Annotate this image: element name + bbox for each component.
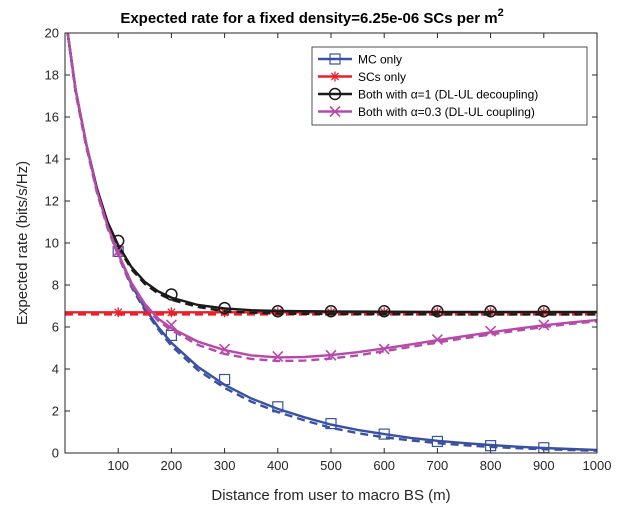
series-marker: [377, 305, 391, 318]
legend-label: Both with α=1 (DL-UL decoupling): [358, 88, 538, 102]
series-marker: [325, 349, 337, 361]
legend-label: Both with α=0.3 (DL-UL coupling): [358, 105, 535, 119]
x-tick-label: 300: [214, 458, 236, 473]
y-tick-label: 6: [52, 320, 59, 335]
x-axis-label: Distance from user to macro BS (m): [211, 487, 450, 504]
chart-title-text: Expected rate for a fixed density=6.25e-…: [120, 10, 497, 27]
series-marker: [219, 343, 231, 355]
x-tick-label: 900: [533, 458, 555, 473]
legend-entry: SCs only: [318, 70, 406, 84]
legend-marker: [329, 53, 341, 65]
series-3: [66, 33, 597, 363]
legend-label: MC only: [358, 53, 402, 67]
legend: MC only SCs only Both with α=1 (DL-UL deco…: [311, 46, 588, 126]
series-marker: [538, 319, 550, 331]
series-marker: [485, 325, 497, 337]
y-tick-label: 10: [45, 236, 59, 251]
series-marker: [378, 428, 390, 440]
chart-title-group: Expected rate for a fixed density=6.25e-…: [120, 7, 503, 27]
series-marker: [324, 305, 338, 318]
series-marker: [325, 418, 337, 430]
series-layer: [65, 33, 597, 453]
series-solid-line: [66, 33, 597, 359]
series-marker: [485, 440, 497, 452]
x-tick-label: 200: [161, 458, 183, 473]
series-marker: [271, 305, 285, 318]
series-marker: [378, 343, 390, 355]
series-marker: [272, 401, 284, 413]
y-axis-label: Expected rate (bits/s/Hz): [14, 161, 31, 325]
legend-entry: Both with α=0.3 (DL-UL coupling): [318, 105, 535, 119]
series-marker: [484, 305, 497, 318]
legend-entry: Both with α=1 (DL-UL decoupling): [318, 88, 538, 102]
series-marker: [219, 373, 231, 386]
series-marker: [272, 350, 284, 362]
y-tick-label: 20: [45, 26, 59, 41]
x-tick-label: 800: [480, 458, 502, 473]
x-tick-label: 100: [107, 458, 129, 473]
series-marker: [112, 245, 124, 257]
series-marker: [165, 319, 177, 331]
y-tick-label: 18: [45, 68, 59, 83]
series-marker: [165, 288, 178, 301]
legend-label: SCs only: [358, 70, 406, 84]
plot-frame: [64, 32, 598, 454]
y-tick-label: 12: [45, 194, 59, 209]
series-marker: [165, 329, 177, 341]
series-marker: [218, 301, 231, 315]
y-tick-label: 16: [45, 110, 59, 125]
legend-entry: MC only: [318, 53, 402, 67]
y-tick-label: 4: [52, 362, 59, 377]
legend-marker: [328, 87, 342, 101]
y-tick-label: 8: [52, 278, 59, 293]
chart-title-superscript: 2: [498, 7, 504, 19]
x-tick-label: 400: [267, 458, 289, 473]
legend-marker: [330, 71, 340, 82]
y-tick-label: 14: [45, 152, 59, 167]
series-marker: [431, 435, 443, 448]
legend-box: [311, 46, 588, 126]
series-marker: [431, 334, 443, 346]
y-tick-label: 2: [52, 404, 59, 419]
series-marker: [166, 307, 177, 318]
series-marker: [431, 305, 444, 318]
series-marker: [113, 307, 124, 318]
x-tick-label: 1000: [583, 458, 612, 473]
x-tick-label: 500: [320, 458, 342, 473]
series-marker: [537, 305, 551, 318]
y-tick-label: 0: [52, 446, 59, 461]
x-tick-label: 600: [373, 458, 395, 473]
chart-title: Expected rate for a fixed density=6.25e-…: [120, 7, 503, 27]
axes: 100 200 300 400 500 600 700 800 900 1000 0 2 4 6 8 10 12…: [45, 26, 612, 474]
x-tick-label: 700: [427, 458, 449, 473]
legend-marker: [329, 105, 341, 118]
